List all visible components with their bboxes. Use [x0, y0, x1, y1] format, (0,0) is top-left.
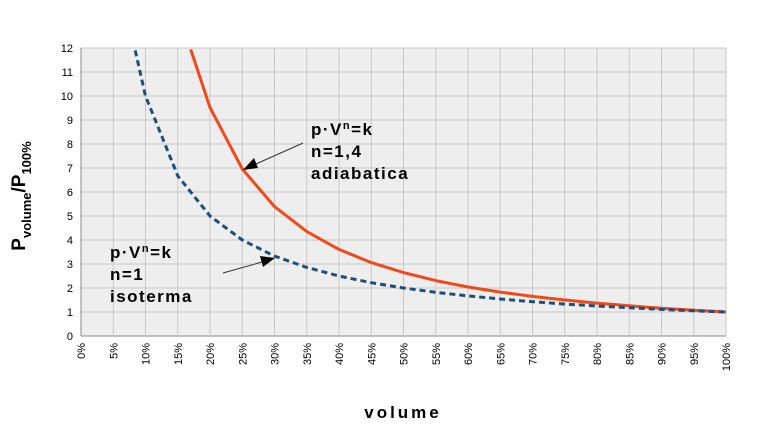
x-tick-label: 75% — [560, 343, 572, 365]
annotation-isoterma-line3: isoterma — [110, 287, 193, 306]
x-tick-label: 10% — [141, 343, 153, 365]
y-tick-label: 0 — [67, 331, 73, 343]
y-tick-label: 5 — [67, 211, 73, 223]
annotation-adiabatica: p·Vn=k n=1,4 adiabatica — [243, 120, 409, 183]
annotation-adiabatica-arrow-line — [255, 142, 304, 165]
y-tick-label: 4 — [67, 235, 73, 247]
x-tick-label: 100% — [721, 343, 733, 371]
y-tick-label: 6 — [67, 187, 73, 199]
x-tick-label: 0% — [76, 343, 88, 359]
x-tick-label: 65% — [495, 343, 507, 365]
y-tick-label: 7 — [67, 163, 73, 175]
annotation-isoterma: p·Vn=k n=1 isoterma — [110, 243, 275, 306]
x-tick-label: 20% — [205, 343, 217, 365]
annotation-adiabatica-line3: adiabatica — [311, 164, 409, 183]
x-tick-label: 35% — [302, 343, 314, 365]
y-tick-label: 2 — [67, 283, 73, 295]
y-tick-label: 12 — [61, 43, 73, 55]
series-line-isoterma — [133, 50, 727, 314]
series-line-adiabatica — [189, 48, 727, 314]
y-tick-label: 8 — [67, 139, 73, 151]
y-axis-label: Pvolume/P100% — [9, 141, 34, 251]
x-tick-label: 60% — [463, 343, 475, 365]
x-tick-label: 95% — [689, 343, 701, 365]
series-lines — [133, 48, 727, 314]
x-tick-label: 70% — [528, 343, 540, 365]
annotation-adiabatica-arrowhead — [243, 158, 258, 170]
x-tick-label: 40% — [334, 343, 346, 365]
y-tick-label: 3 — [67, 259, 73, 271]
x-tick-labels: 0% 5% 10% 15% 20% 25% 30% 35% 40% 45% 50% 55% 60% 65%… — [76, 343, 733, 371]
annotation-isoterma-line1: p·Vn=k — [110, 243, 173, 262]
y-tick-label: 9 — [67, 115, 73, 127]
x-tick-label: 45% — [366, 343, 378, 365]
x-tick-label: 30% — [270, 343, 282, 365]
y-tick-label: 1 — [67, 307, 73, 319]
y-tick-label: 11 — [62, 67, 73, 79]
x-tick-label: 25% — [237, 343, 249, 365]
x-tick-label: 80% — [592, 343, 604, 365]
x-tick-label: 5% — [108, 343, 120, 359]
x-axis-label: volume — [364, 403, 442, 422]
annotation-isoterma-arrow-line — [222, 261, 263, 274]
annotation-adiabatica-line2: n=1,4 — [311, 142, 362, 161]
x-tick-label: 50% — [399, 343, 411, 365]
x-tick-label: 55% — [431, 343, 443, 365]
x-tick-label: 85% — [624, 343, 636, 365]
y-tick-label: 10 — [61, 91, 73, 103]
x-tick-label: 15% — [173, 343, 185, 365]
annotation-adiabatica-line1: p·Vn=k — [311, 120, 374, 139]
annotation-isoterma-line2: n=1 — [110, 265, 144, 284]
grid-lines — [80, 47, 727, 337]
x-tick-label: 90% — [657, 343, 669, 365]
annotation-isoterma-arrowhead — [260, 256, 275, 267]
